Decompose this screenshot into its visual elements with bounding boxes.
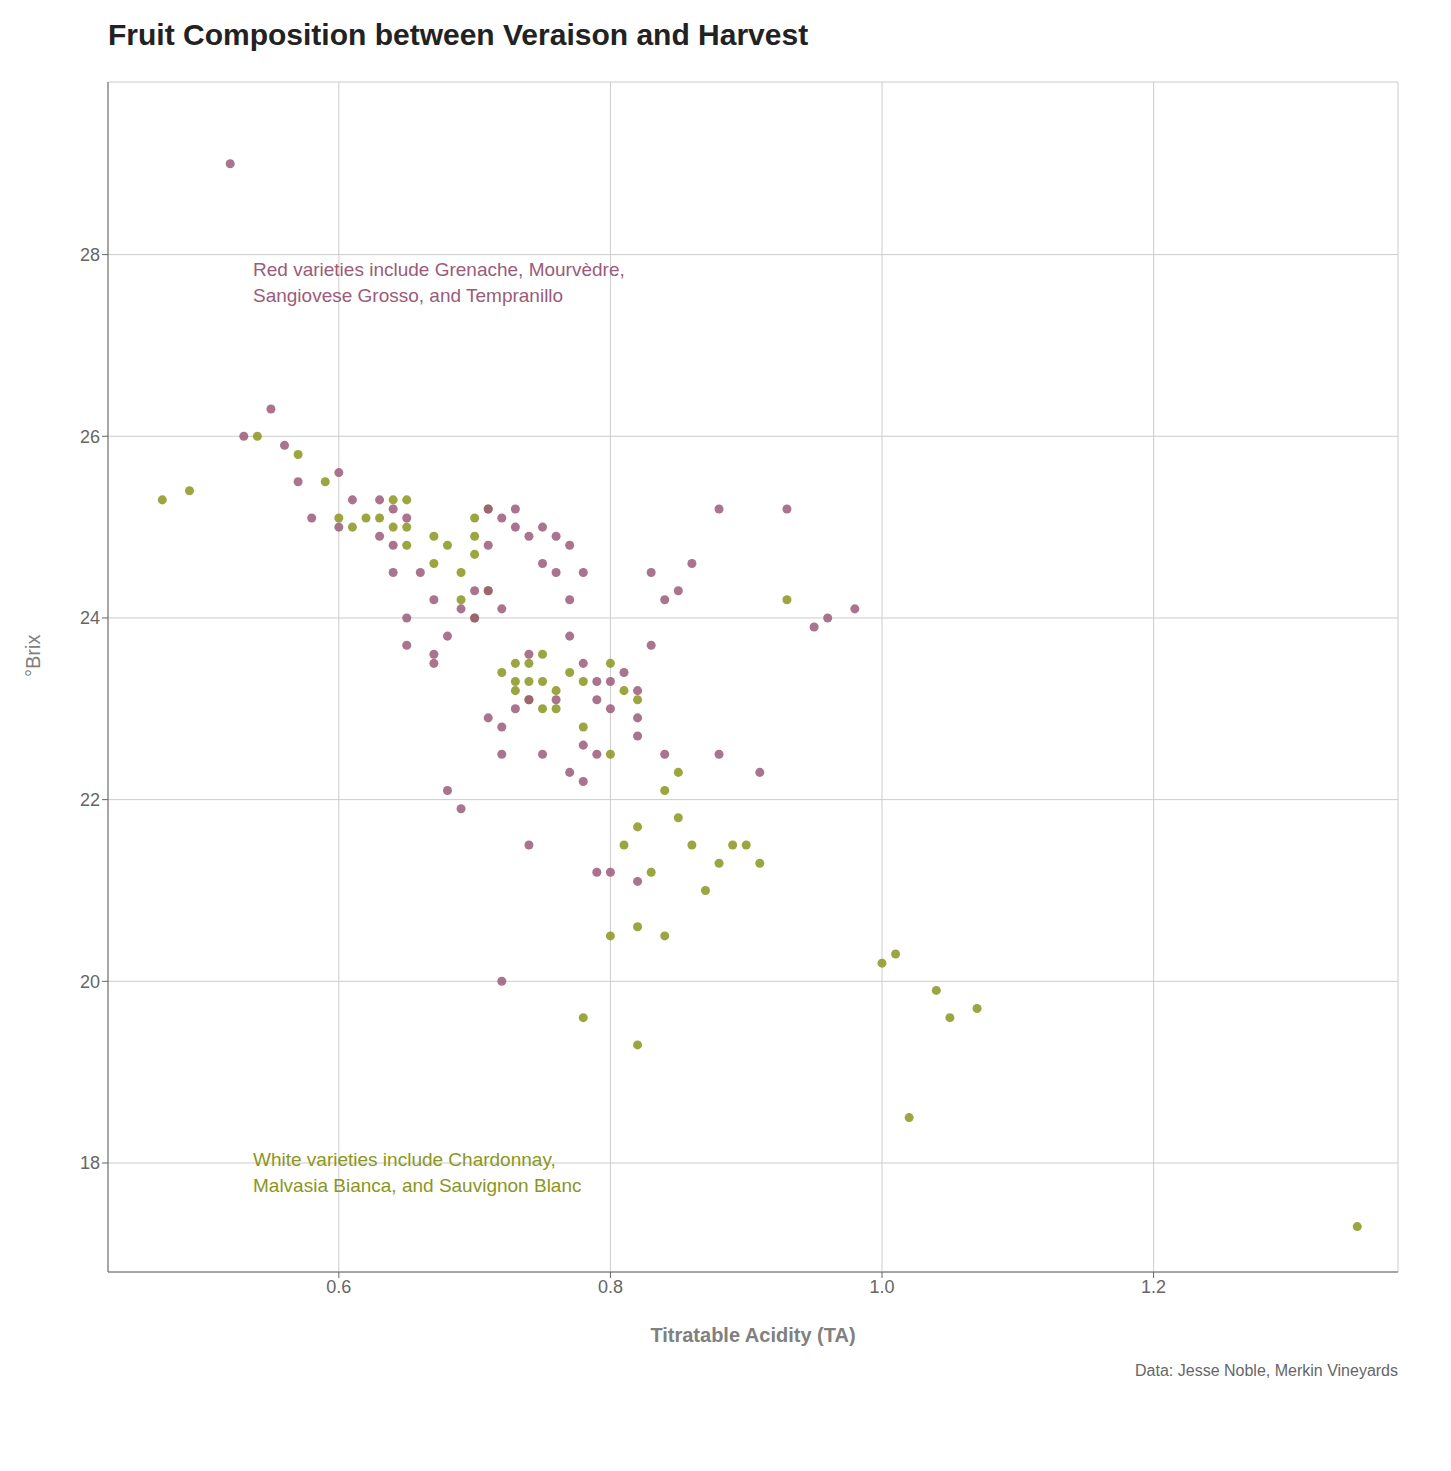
html-text:Data: Jesse Noble, Merkin Vine: Data: Jesse Noble, Merkin Vineyards — [1135, 1362, 1398, 1379]
svg-text:1.2: 1.2 — [1141, 1277, 1166, 1297]
svg-text:20: 20 — [80, 972, 100, 992]
svg-text:24: 24 — [80, 608, 100, 628]
svg-text:1.0: 1.0 — [869, 1277, 894, 1297]
svg-text:18: 18 — [80, 1153, 100, 1173]
svg-text:28: 28 — [80, 245, 100, 265]
html-text:Malvasia Bianca, and Sauvignon: Malvasia Bianca, and Sauvignon Blanc — [253, 1174, 582, 1196]
svg-text:26: 26 — [80, 427, 100, 447]
svg-text:Titratable Acidity (TA): Titratable Acidity (TA) — [650, 1324, 855, 1346]
html-text:Fruit Composition between Vera: Fruit Composition between Veraison and H… — [108, 18, 809, 51]
html-text:Sangiovese Grosso, and Tempran: Sangiovese Grosso, and Tempranillo — [253, 284, 564, 306]
svg-text:22: 22 — [80, 790, 100, 810]
html-text:White varieties include Chardo: White varieties include Chardonnay, — [253, 1149, 556, 1170]
html-text:Red varieties include Grenache: Red varieties include Grenache, Mourvèdr… — [253, 259, 625, 280]
svg-text:0.8: 0.8 — [598, 1277, 623, 1297]
svg-text:0.6: 0.6 — [326, 1277, 351, 1297]
svg-text:°Brix: °Brix — [22, 635, 44, 677]
